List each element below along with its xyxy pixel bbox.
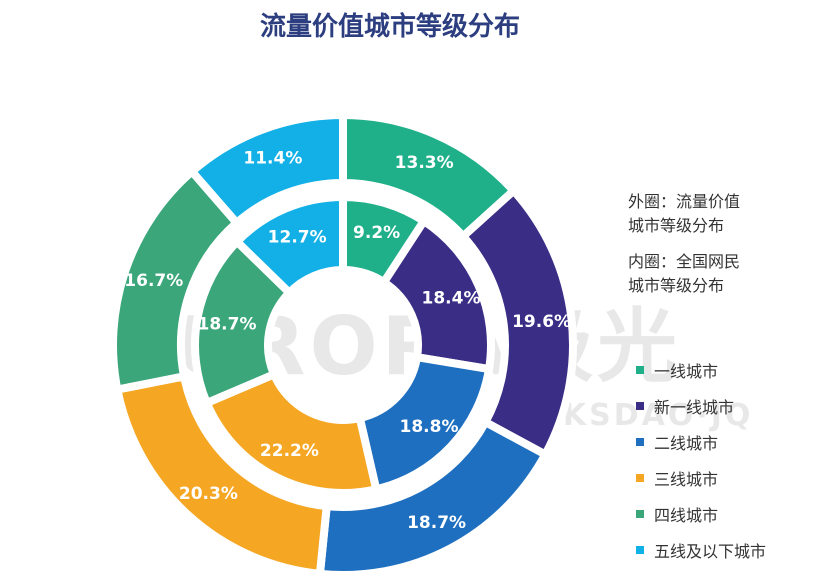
legend-item-new-tier1: 新一线城市 — [636, 388, 766, 424]
inner-ring-label: 内圈：全国网民 城市等级分布 — [628, 250, 740, 298]
inner-slice-tier2 — [355, 352, 494, 495]
legend-swatch-tier1 — [636, 366, 644, 374]
outer-label-tier3: 20.3% — [179, 484, 238, 504]
inner-label-tier2: 18.8% — [400, 417, 459, 437]
chart-title: 流量价值城市等级分布 — [259, 12, 520, 42]
legend-label-new-tier1: 新一线城市 — [654, 398, 735, 417]
outer-ring-label-line2: 城市等级分布 — [628, 216, 725, 235]
inner-label-tier4: 18.7% — [198, 314, 257, 334]
legend-label-tier4: 四线城市 — [654, 506, 719, 525]
legend-swatch-new-tier1 — [636, 402, 644, 410]
outer-label-tier4: 16.7% — [124, 271, 183, 291]
legend-swatch-tier5 — [636, 546, 644, 554]
inner-label-new-tier1: 18.4% — [422, 288, 481, 308]
legend-label-tier1: 一线城市 — [654, 362, 719, 381]
inner-label-tier1: 9.2% — [353, 223, 400, 243]
legend-item-tier2: 二线城市 — [636, 424, 766, 460]
legend-swatch-tier2 — [636, 438, 644, 446]
legend-item-tier5: 五线及以下城市 — [636, 532, 766, 568]
outer-label-new-tier1: 19.6% — [512, 312, 571, 332]
legend-item-tier3: 三线城市 — [636, 460, 766, 496]
outer-ring-label: 外圈：流量价值 城市等级分布 — [628, 190, 740, 238]
legend-item-tier4: 四线城市 — [636, 496, 766, 532]
inner-label-tier3: 22.2% — [260, 441, 319, 461]
inner-label-tier5: 12.7% — [268, 227, 327, 247]
legend-swatch-tier3 — [636, 474, 644, 482]
inner-slice-tier5 — [231, 192, 347, 299]
outer-label-tier2: 18.7% — [407, 513, 466, 533]
inner-ring-label-line2: 城市等级分布 — [628, 276, 725, 295]
inner-slice-tier4 — [191, 236, 295, 409]
inner-slice-tier3 — [201, 369, 381, 497]
inner-ring-label-line1: 内圈：全国网民 — [628, 252, 741, 271]
legend-label-tier5: 五线及以下城市 — [654, 542, 767, 561]
legend-label-tier2: 二线城市 — [654, 434, 719, 453]
legend: 一线城市新一线城市二线城市三线城市四线城市五线及以下城市 — [636, 352, 766, 568]
outer-slice-tier5 — [186, 110, 347, 229]
outer-label-tier5: 11.4% — [243, 149, 302, 169]
outer-ring-label-line1: 外圈：流量价值 — [628, 192, 741, 211]
legend-label-tier3: 三线城市 — [654, 470, 719, 489]
outer-label-tier1: 13.3% — [395, 153, 454, 173]
legend-item-tier1: 一线城市 — [636, 352, 766, 388]
legend-swatch-tier4 — [636, 510, 644, 518]
